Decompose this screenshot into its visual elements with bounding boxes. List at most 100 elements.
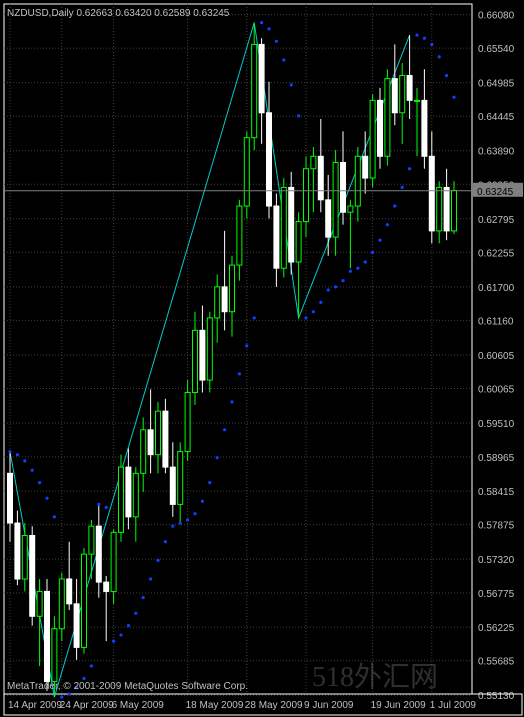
sar-dot — [282, 58, 285, 61]
sar-dot — [53, 515, 56, 518]
sar-dot — [60, 696, 63, 699]
chart-header: NZDUSD,Daily 0.62663 0.63420 0.62589 0.6… — [7, 8, 230, 19]
y-tick-label: 0.63890 — [478, 147, 515, 158]
x-tick-label: 18 May 2009 — [186, 700, 244, 711]
candle — [318, 156, 323, 200]
candle — [148, 430, 153, 455]
candle — [274, 206, 279, 268]
sar-dot — [193, 512, 196, 515]
sar-dot — [408, 167, 411, 170]
sar-dot — [149, 577, 152, 580]
sar-dot — [171, 525, 174, 528]
candle — [163, 411, 168, 467]
sar-dot — [393, 204, 396, 207]
candle — [370, 100, 375, 178]
sar-dot — [356, 267, 359, 270]
candle — [252, 44, 257, 137]
sar-dot — [164, 540, 167, 543]
sar-dot — [438, 55, 441, 58]
candle — [385, 79, 390, 157]
candle — [215, 287, 220, 318]
sar-dot — [112, 640, 115, 643]
candle — [15, 523, 20, 579]
candle — [59, 579, 64, 629]
candle — [437, 187, 442, 231]
sar-dot — [304, 316, 307, 319]
candle — [37, 591, 42, 616]
sar-dot — [208, 481, 211, 484]
sar-dot — [452, 96, 455, 99]
sar-dot — [415, 33, 418, 36]
mt4-chart[interactable]: 0.660800.655400.649850.644450.638900.633… — [0, 0, 524, 717]
candle — [267, 113, 272, 206]
candle — [341, 163, 346, 213]
sar-dot — [386, 223, 389, 226]
copyright: MetaTrader, © 2001-2009 MetaQuotes Softw… — [7, 681, 248, 692]
candle — [30, 535, 35, 616]
candle — [304, 169, 309, 222]
y-tick-label: 0.55130 — [478, 691, 515, 702]
sar-dot — [38, 481, 41, 484]
sar-dot — [245, 344, 248, 347]
y-tick-label: 0.56775 — [478, 589, 515, 600]
sar-dot — [119, 633, 122, 636]
candle — [52, 629, 57, 682]
sar-dot — [45, 497, 48, 500]
y-tick-label: 0.59510 — [478, 419, 515, 430]
y-tick-label: 0.60605 — [478, 351, 515, 362]
candle — [119, 467, 124, 532]
sar-dot — [319, 301, 322, 304]
candle — [104, 582, 109, 591]
y-tick-label: 0.61700 — [478, 283, 515, 294]
candle — [378, 100, 383, 156]
candle — [111, 532, 116, 591]
candle — [22, 535, 27, 579]
sar-dot — [312, 310, 315, 313]
candle — [45, 591, 50, 681]
chart-svg[interactable]: 0.660800.655400.649850.644450.638900.633… — [0, 0, 524, 717]
sar-dot — [260, 21, 263, 24]
sar-dot — [267, 27, 270, 30]
y-tick-label: 0.58965 — [478, 453, 515, 464]
candle — [230, 265, 235, 312]
candle — [178, 452, 183, 505]
x-tick-label: 9 Jun 2009 — [304, 700, 354, 711]
candle — [400, 75, 405, 112]
candle — [348, 206, 353, 212]
candle — [259, 44, 264, 112]
sar-dot — [223, 428, 226, 431]
y-tick-label: 0.62255 — [478, 248, 515, 259]
candle — [82, 554, 87, 647]
sar-dot — [253, 316, 256, 319]
candle — [289, 187, 294, 262]
candle — [363, 156, 368, 178]
y-tick-label: 0.55685 — [478, 657, 515, 668]
sar-dot — [230, 400, 233, 403]
candle — [96, 526, 101, 582]
sar-dot — [238, 372, 241, 375]
candle — [156, 411, 161, 455]
sar-dot — [445, 74, 448, 77]
x-tick-label: 1 Jul 2009 — [430, 700, 477, 711]
sar-dot — [327, 288, 330, 291]
candle — [237, 206, 242, 265]
sar-dot — [156, 559, 159, 562]
sar-dot — [8, 450, 11, 453]
sar-dot — [334, 285, 337, 288]
candle — [133, 473, 138, 517]
y-tick-label: 0.61160 — [478, 316, 514, 327]
candle — [429, 156, 434, 231]
sar-dot — [275, 40, 278, 43]
candle — [444, 187, 449, 231]
candle — [422, 100, 427, 156]
candle — [126, 467, 131, 517]
sar-dot — [371, 251, 374, 254]
candle — [452, 190, 457, 230]
sar-dot — [127, 624, 130, 627]
candle — [170, 467, 175, 504]
sar-dot — [430, 43, 433, 46]
sar-dot — [31, 469, 34, 472]
watermark: 518外汇网 — [312, 661, 438, 693]
y-tick-label: 0.57320 — [478, 555, 515, 566]
sar-dot — [364, 260, 367, 263]
